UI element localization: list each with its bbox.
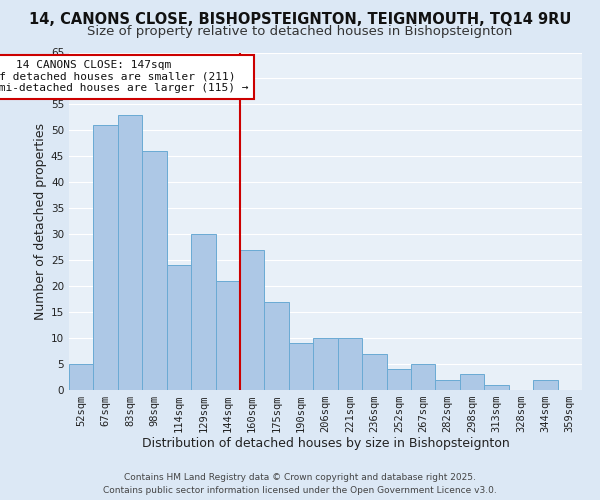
Text: Contains HM Land Registry data © Crown copyright and database right 2025.
Contai: Contains HM Land Registry data © Crown c… (103, 473, 497, 495)
Bar (191, 234, 215, 390)
Text: 14, CANONS CLOSE, BISHOPSTEIGNTON, TEIGNMOUTH, TQ14 9RU: 14, CANONS CLOSE, BISHOPSTEIGNTON, TEIGN… (29, 12, 571, 28)
Bar (240, 250, 265, 390)
Text: Size of property relative to detached houses in Bishopsteignton: Size of property relative to detached ho… (88, 25, 512, 38)
Bar (118, 115, 142, 390)
Bar (362, 354, 386, 390)
Bar (94, 125, 118, 390)
X-axis label: Distribution of detached houses by size in Bishopsteignton: Distribution of detached houses by size … (142, 436, 509, 450)
Bar (338, 338, 362, 390)
Bar (142, 151, 167, 390)
Bar (167, 266, 191, 390)
Bar (436, 380, 460, 390)
Bar (484, 385, 509, 390)
Text: 14 CANONS CLOSE: 147sqm
← 65% of detached houses are smaller (211)
35% of semi-d: 14 CANONS CLOSE: 147sqm ← 65% of detache… (0, 60, 248, 94)
Bar (313, 338, 338, 390)
Bar (215, 281, 240, 390)
Bar (386, 369, 411, 390)
Bar (289, 344, 313, 390)
Bar (265, 302, 289, 390)
Bar (411, 364, 436, 390)
Bar (69, 364, 94, 390)
Bar (460, 374, 484, 390)
Bar (533, 380, 557, 390)
Y-axis label: Number of detached properties: Number of detached properties (34, 122, 47, 320)
